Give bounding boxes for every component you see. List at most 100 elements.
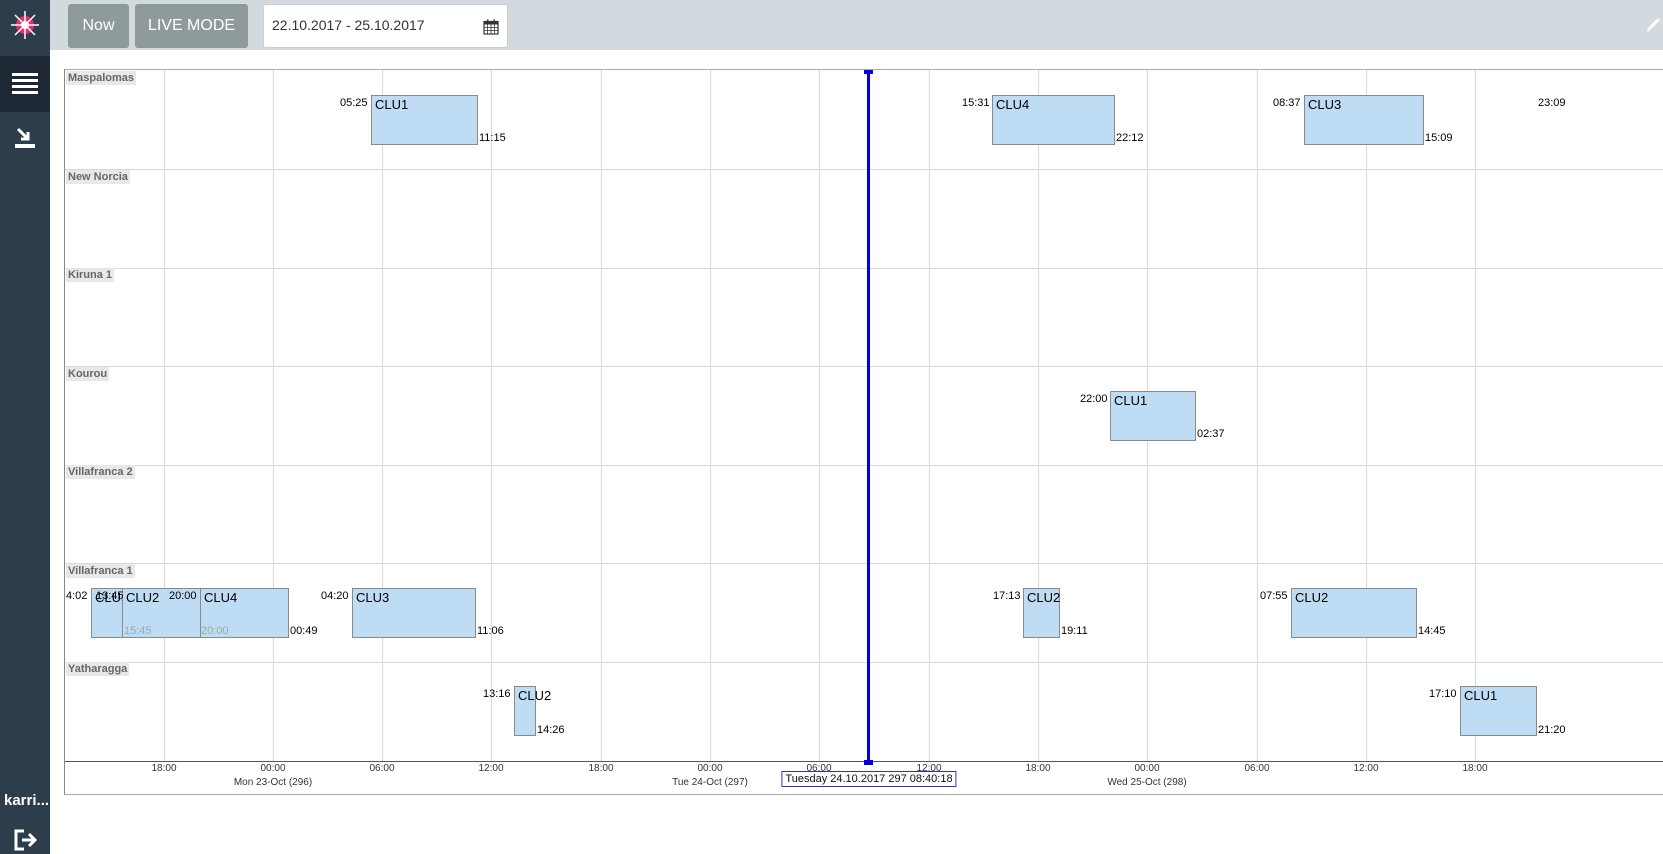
grid-line: [929, 70, 930, 761]
pass-start-time: 13:45: [96, 590, 124, 602]
pass-name: CLU3: [1308, 97, 1342, 112]
row-separator: [65, 366, 1663, 367]
date-range-input[interactable]: [272, 17, 472, 33]
pass-end-time: 11:06: [477, 625, 504, 637]
pass-bar[interactable]: CLU2: [122, 588, 202, 638]
axis-tick-label: 18:00: [1462, 763, 1488, 774]
logout-icon[interactable]: [12, 828, 40, 852]
axis-day-label: Tue 24-Oct (297): [672, 777, 748, 788]
pass-end-time: 02:37: [1197, 428, 1225, 440]
pass-end-time: 11:15: [479, 132, 506, 144]
pass-start-time: 22:00: [1080, 393, 1108, 405]
axis-tick-label: 18:00: [151, 763, 177, 774]
pass-bar[interactable]: CLU1: [371, 95, 478, 145]
pencil-icon[interactable]: [1645, 16, 1661, 34]
pass-bar[interactable]: CLU1: [1110, 391, 1196, 441]
pass-start-time: 13:16: [483, 688, 511, 700]
axis-tick-label: 00:00: [260, 763, 286, 774]
pass-end-time: 22:12: [1116, 132, 1144, 144]
app-logo[interactable]: [8, 8, 42, 42]
pass-name: CLU2: [1027, 590, 1061, 605]
pass-start-time: 07:55: [1260, 590, 1288, 602]
toolbar: Now LIVE MODE: [50, 0, 1663, 50]
pass-bar[interactable]: CLU2: [514, 686, 551, 736]
pass-start-time: 15:31: [962, 97, 990, 109]
row-label: Maspalomas: [66, 71, 137, 85]
axis-tick-label: 00:00: [697, 763, 723, 774]
row-separator: [65, 563, 1663, 564]
sidebar: karri...: [0, 0, 50, 854]
row-separator: [65, 268, 1663, 269]
row-label: Kourou: [66, 367, 110, 381]
current-time-label: Tuesday 24.10.2017 297 08:40:18: [781, 771, 957, 787]
pass-end-time: 00:49: [290, 625, 318, 637]
pass-name: CLU3: [356, 590, 390, 605]
timeline[interactable]: Maspalomas New Norcia Kiruna 1 Kourou Vi…: [64, 69, 1663, 795]
grid-line: [273, 70, 274, 761]
download-button[interactable]: [0, 110, 50, 166]
axis-tick-label: 06:00: [1244, 763, 1270, 774]
pass-name: CLU2: [518, 688, 552, 703]
pass-end-time: 15:45: [124, 625, 152, 637]
pass-bar[interactable]: CLU2: [1291, 588, 1417, 638]
pass-bar[interactable]: CLU3: [352, 588, 476, 638]
grid-line: [491, 70, 492, 761]
pass-end-time: 15:09: [1425, 132, 1453, 144]
grid-line: [382, 70, 383, 761]
calendar-icon[interactable]: [483, 19, 499, 35]
axis-tick-label: 00:00: [1134, 763, 1160, 774]
grid-line: [1475, 70, 1476, 761]
row-label: New Norcia: [66, 170, 130, 184]
pass-bar[interactable]: CLU4: [200, 588, 289, 638]
overlap-time-label: 20:00: [201, 625, 229, 637]
row-label: Villafranca 1: [66, 564, 135, 578]
axis-tick-label: 18:00: [588, 763, 614, 774]
menu-icon: [12, 73, 38, 94]
pass-end-time: 14:45: [1418, 625, 1446, 637]
now-button[interactable]: Now: [68, 4, 129, 48]
current-time-marker[interactable]: [864, 70, 873, 74]
pass-name: CLU2: [126, 590, 160, 605]
axis-day-label: Mon 23-Oct (296): [233, 777, 313, 788]
pass-bar[interactable]: CLU2: [1023, 588, 1060, 638]
pass-name: CLU1: [375, 97, 409, 112]
axis-tick-label: 06:00: [806, 763, 832, 774]
pass-bar[interactable]: CLU1: [1460, 686, 1537, 736]
pass-name: CLU2: [1295, 590, 1329, 605]
current-time-marker[interactable]: [864, 760, 873, 765]
axis-tick-label: 12:00: [478, 763, 504, 774]
pass-name: CLU4: [996, 97, 1030, 112]
pass-end-time: 19:11: [1061, 625, 1088, 637]
pass-bar[interactable]: CLU3: [1304, 95, 1424, 145]
menu-button[interactable]: [0, 56, 50, 112]
pass-name: CLU4: [204, 590, 238, 605]
pass-bar[interactable]: CLU3: [91, 588, 128, 638]
pass-start-time: 04:20: [321, 590, 349, 602]
row-separator: [65, 169, 1663, 170]
grid-line: [601, 70, 602, 761]
grid-line: [819, 70, 820, 761]
pass-start-time: 05:25: [340, 97, 368, 109]
row-separator: [65, 662, 1663, 663]
pass-start-time: 20:00: [169, 590, 197, 602]
axis-tick-label: 18:00: [1025, 763, 1051, 774]
pass-end-time: 21:20: [1538, 724, 1566, 736]
pass-start-time: 23:09: [1538, 97, 1566, 109]
grid-line: [1366, 70, 1367, 761]
pass-start-time: 17:10: [1429, 688, 1457, 700]
row-label: Villafranca 2: [66, 465, 135, 479]
pass-end-time: 14:26: [537, 724, 565, 736]
axis-day-label: Wed 25-Oct (298): [1107, 777, 1187, 788]
pass-bar[interactable]: CLU4: [992, 95, 1115, 145]
row-separator: [65, 465, 1663, 466]
date-range-picker[interactable]: [263, 4, 508, 48]
current-time-line[interactable]: [867, 70, 870, 763]
axis-tick-label: 06:00: [369, 763, 395, 774]
pass-start-time: 4:02: [66, 590, 88, 602]
grid-line: [164, 70, 165, 761]
pass-start-time: 17:13: [993, 590, 1021, 602]
live-mode-button[interactable]: LIVE MODE: [135, 4, 248, 48]
user-name[interactable]: karri...: [4, 792, 50, 809]
axis-tick-label: 12:00: [916, 763, 942, 774]
download-icon: [15, 127, 35, 148]
